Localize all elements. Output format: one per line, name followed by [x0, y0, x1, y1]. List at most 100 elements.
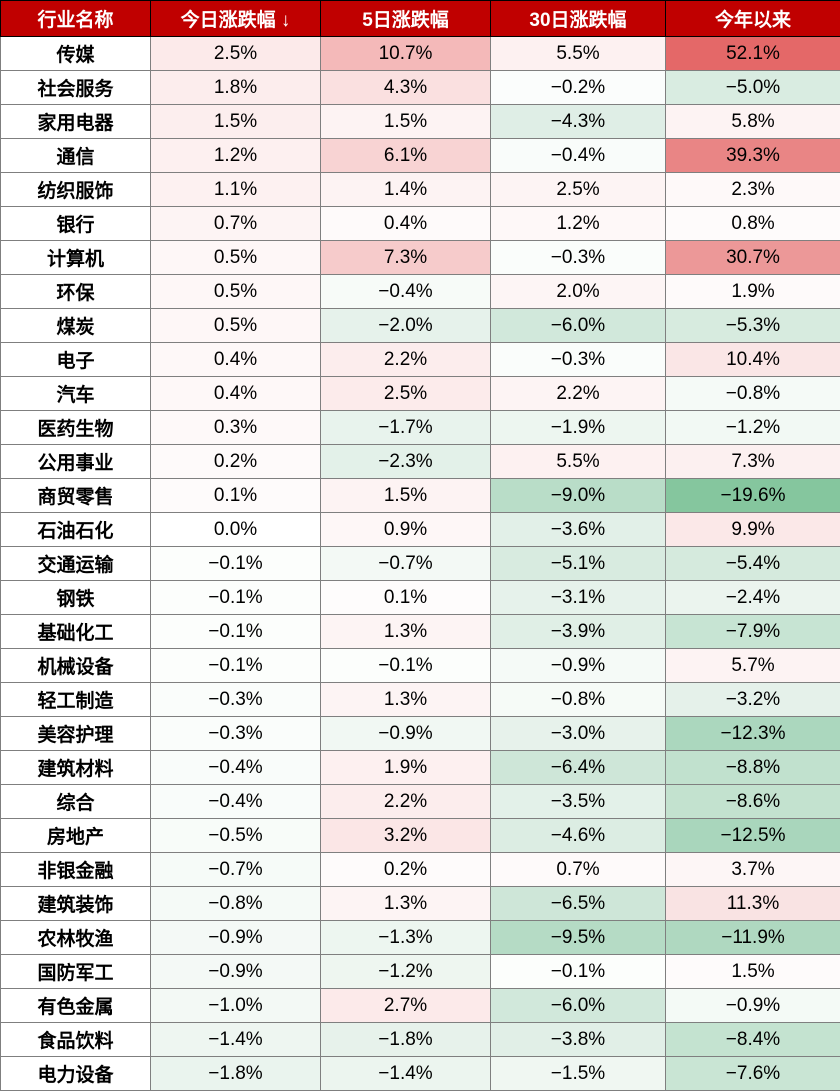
- today-change-cell: −0.5%: [151, 819, 321, 853]
- 30day-change-cell: −0.4%: [491, 139, 666, 173]
- today-change-cell: 0.2%: [151, 445, 321, 479]
- ytd-change-cell: −5.4%: [666, 547, 840, 581]
- 5day-change-cell: 3.2%: [321, 819, 491, 853]
- 5day-change-cell: 2.2%: [321, 785, 491, 819]
- today-change-cell: 0.5%: [151, 241, 321, 275]
- ytd-change-cell: 52.1%: [666, 37, 840, 71]
- ytd-change-cell: 5.8%: [666, 105, 840, 139]
- today-change-cell: 1.5%: [151, 105, 321, 139]
- industry-name-cell: 银行: [1, 207, 151, 241]
- 30day-change-cell: −3.6%: [491, 513, 666, 547]
- col-header-30day[interactable]: 30日涨跌幅: [491, 1, 666, 37]
- 30day-change-cell: −4.3%: [491, 105, 666, 139]
- industry-table-wrap: 行业名称 今日涨跌幅 ↓ 5日涨跌幅 30日涨跌幅 今年以来 传媒2.5%10.…: [0, 0, 840, 1091]
- table-row: 社会服务1.8%4.3%−0.2%−5.0%: [1, 71, 840, 105]
- ytd-change-cell: 3.7%: [666, 853, 840, 887]
- 30day-change-cell: −6.0%: [491, 989, 666, 1023]
- table-row: 传媒2.5%10.7%5.5%52.1%: [1, 37, 840, 71]
- table-row: 轻工制造−0.3%1.3%−0.8%−3.2%: [1, 683, 840, 717]
- 30day-change-cell: −3.0%: [491, 717, 666, 751]
- 5day-change-cell: 1.3%: [321, 615, 491, 649]
- table-row: 银行0.7%0.4%1.2%0.8%: [1, 207, 840, 241]
- 30day-change-cell: −0.3%: [491, 343, 666, 377]
- today-change-cell: 0.1%: [151, 479, 321, 513]
- 5day-change-cell: −0.7%: [321, 547, 491, 581]
- 5day-change-cell: 7.3%: [321, 241, 491, 275]
- industry-name-cell: 电力设备: [1, 1057, 151, 1091]
- table-row: 家用电器1.5%1.5%−4.3%5.8%: [1, 105, 840, 139]
- 30day-change-cell: −3.5%: [491, 785, 666, 819]
- today-change-cell: −1.4%: [151, 1023, 321, 1057]
- industry-name-cell: 有色金属: [1, 989, 151, 1023]
- 30day-change-cell: 5.5%: [491, 445, 666, 479]
- today-change-cell: 1.8%: [151, 71, 321, 105]
- today-change-cell: 0.5%: [151, 309, 321, 343]
- table-row: 机械设备−0.1%−0.1%−0.9%5.7%: [1, 649, 840, 683]
- table-row: 石油石化0.0%0.9%−3.6%9.9%: [1, 513, 840, 547]
- 30day-change-cell: −5.1%: [491, 547, 666, 581]
- ytd-change-cell: 0.8%: [666, 207, 840, 241]
- col-header-name[interactable]: 行业名称: [1, 1, 151, 37]
- industry-name-cell: 基础化工: [1, 615, 151, 649]
- today-change-cell: −0.7%: [151, 853, 321, 887]
- 5day-change-cell: −0.9%: [321, 717, 491, 751]
- table-row: 有色金属−1.0%2.7%−6.0%−0.9%: [1, 989, 840, 1023]
- table-row: 公用事业0.2%−2.3%5.5%7.3%: [1, 445, 840, 479]
- industry-name-cell: 机械设备: [1, 649, 151, 683]
- industry-name-cell: 商贸零售: [1, 479, 151, 513]
- ytd-change-cell: −8.6%: [666, 785, 840, 819]
- today-change-cell: −0.3%: [151, 683, 321, 717]
- industry-name-cell: 汽车: [1, 377, 151, 411]
- today-change-cell: −0.1%: [151, 615, 321, 649]
- today-change-cell: −0.9%: [151, 921, 321, 955]
- col-header-5day[interactable]: 5日涨跌幅: [321, 1, 491, 37]
- 30day-change-cell: 0.7%: [491, 853, 666, 887]
- table-row: 交通运输−0.1%−0.7%−5.1%−5.4%: [1, 547, 840, 581]
- col-header-today[interactable]: 今日涨跌幅 ↓: [151, 1, 321, 37]
- ytd-change-cell: −5.0%: [666, 71, 840, 105]
- 5day-change-cell: −1.8%: [321, 1023, 491, 1057]
- table-row: 国防军工−0.9%−1.2%−0.1%1.5%: [1, 955, 840, 989]
- ytd-change-cell: −8.4%: [666, 1023, 840, 1057]
- table-row: 汽车0.4%2.5%2.2%−0.8%: [1, 377, 840, 411]
- today-change-cell: −0.1%: [151, 547, 321, 581]
- 5day-change-cell: −0.1%: [321, 649, 491, 683]
- table-row: 环保0.5%−0.4%2.0%1.9%: [1, 275, 840, 309]
- ytd-change-cell: 39.3%: [666, 139, 840, 173]
- ytd-change-cell: 9.9%: [666, 513, 840, 547]
- 30day-change-cell: −0.3%: [491, 241, 666, 275]
- ytd-change-cell: −1.2%: [666, 411, 840, 445]
- industry-name-cell: 房地产: [1, 819, 151, 853]
- today-change-cell: −0.3%: [151, 717, 321, 751]
- col-header-ytd[interactable]: 今年以来: [666, 1, 840, 37]
- 30day-change-cell: −1.9%: [491, 411, 666, 445]
- today-change-cell: −0.9%: [151, 955, 321, 989]
- 5day-change-cell: 4.3%: [321, 71, 491, 105]
- ytd-change-cell: 1.5%: [666, 955, 840, 989]
- industry-name-cell: 建筑材料: [1, 751, 151, 785]
- 5day-change-cell: 2.2%: [321, 343, 491, 377]
- today-change-cell: 1.2%: [151, 139, 321, 173]
- 30day-change-cell: −9.5%: [491, 921, 666, 955]
- 5day-change-cell: −1.3%: [321, 921, 491, 955]
- 30day-change-cell: 2.0%: [491, 275, 666, 309]
- 5day-change-cell: −2.0%: [321, 309, 491, 343]
- 30day-change-cell: −0.9%: [491, 649, 666, 683]
- 5day-change-cell: −1.2%: [321, 955, 491, 989]
- 5day-change-cell: −0.4%: [321, 275, 491, 309]
- 5day-change-cell: 1.9%: [321, 751, 491, 785]
- ytd-change-cell: −12.5%: [666, 819, 840, 853]
- 30day-change-cell: −0.8%: [491, 683, 666, 717]
- 30day-change-cell: −6.0%: [491, 309, 666, 343]
- ytd-change-cell: 30.7%: [666, 241, 840, 275]
- 30day-change-cell: 2.2%: [491, 377, 666, 411]
- industry-name-cell: 建筑装饰: [1, 887, 151, 921]
- ytd-change-cell: −3.2%: [666, 683, 840, 717]
- industry-name-cell: 家用电器: [1, 105, 151, 139]
- industry-name-cell: 电子: [1, 343, 151, 377]
- ytd-change-cell: −11.9%: [666, 921, 840, 955]
- 30day-change-cell: −6.5%: [491, 887, 666, 921]
- 5day-change-cell: 1.5%: [321, 105, 491, 139]
- 5day-change-cell: 0.9%: [321, 513, 491, 547]
- 5day-change-cell: 2.7%: [321, 989, 491, 1023]
